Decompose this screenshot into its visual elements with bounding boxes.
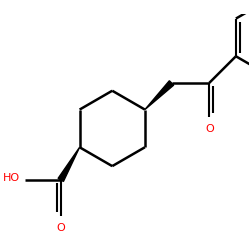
Text: HO: HO [3,173,20,183]
Text: O: O [56,222,65,232]
Polygon shape [145,81,174,110]
Polygon shape [58,147,80,182]
Text: O: O [206,124,214,134]
